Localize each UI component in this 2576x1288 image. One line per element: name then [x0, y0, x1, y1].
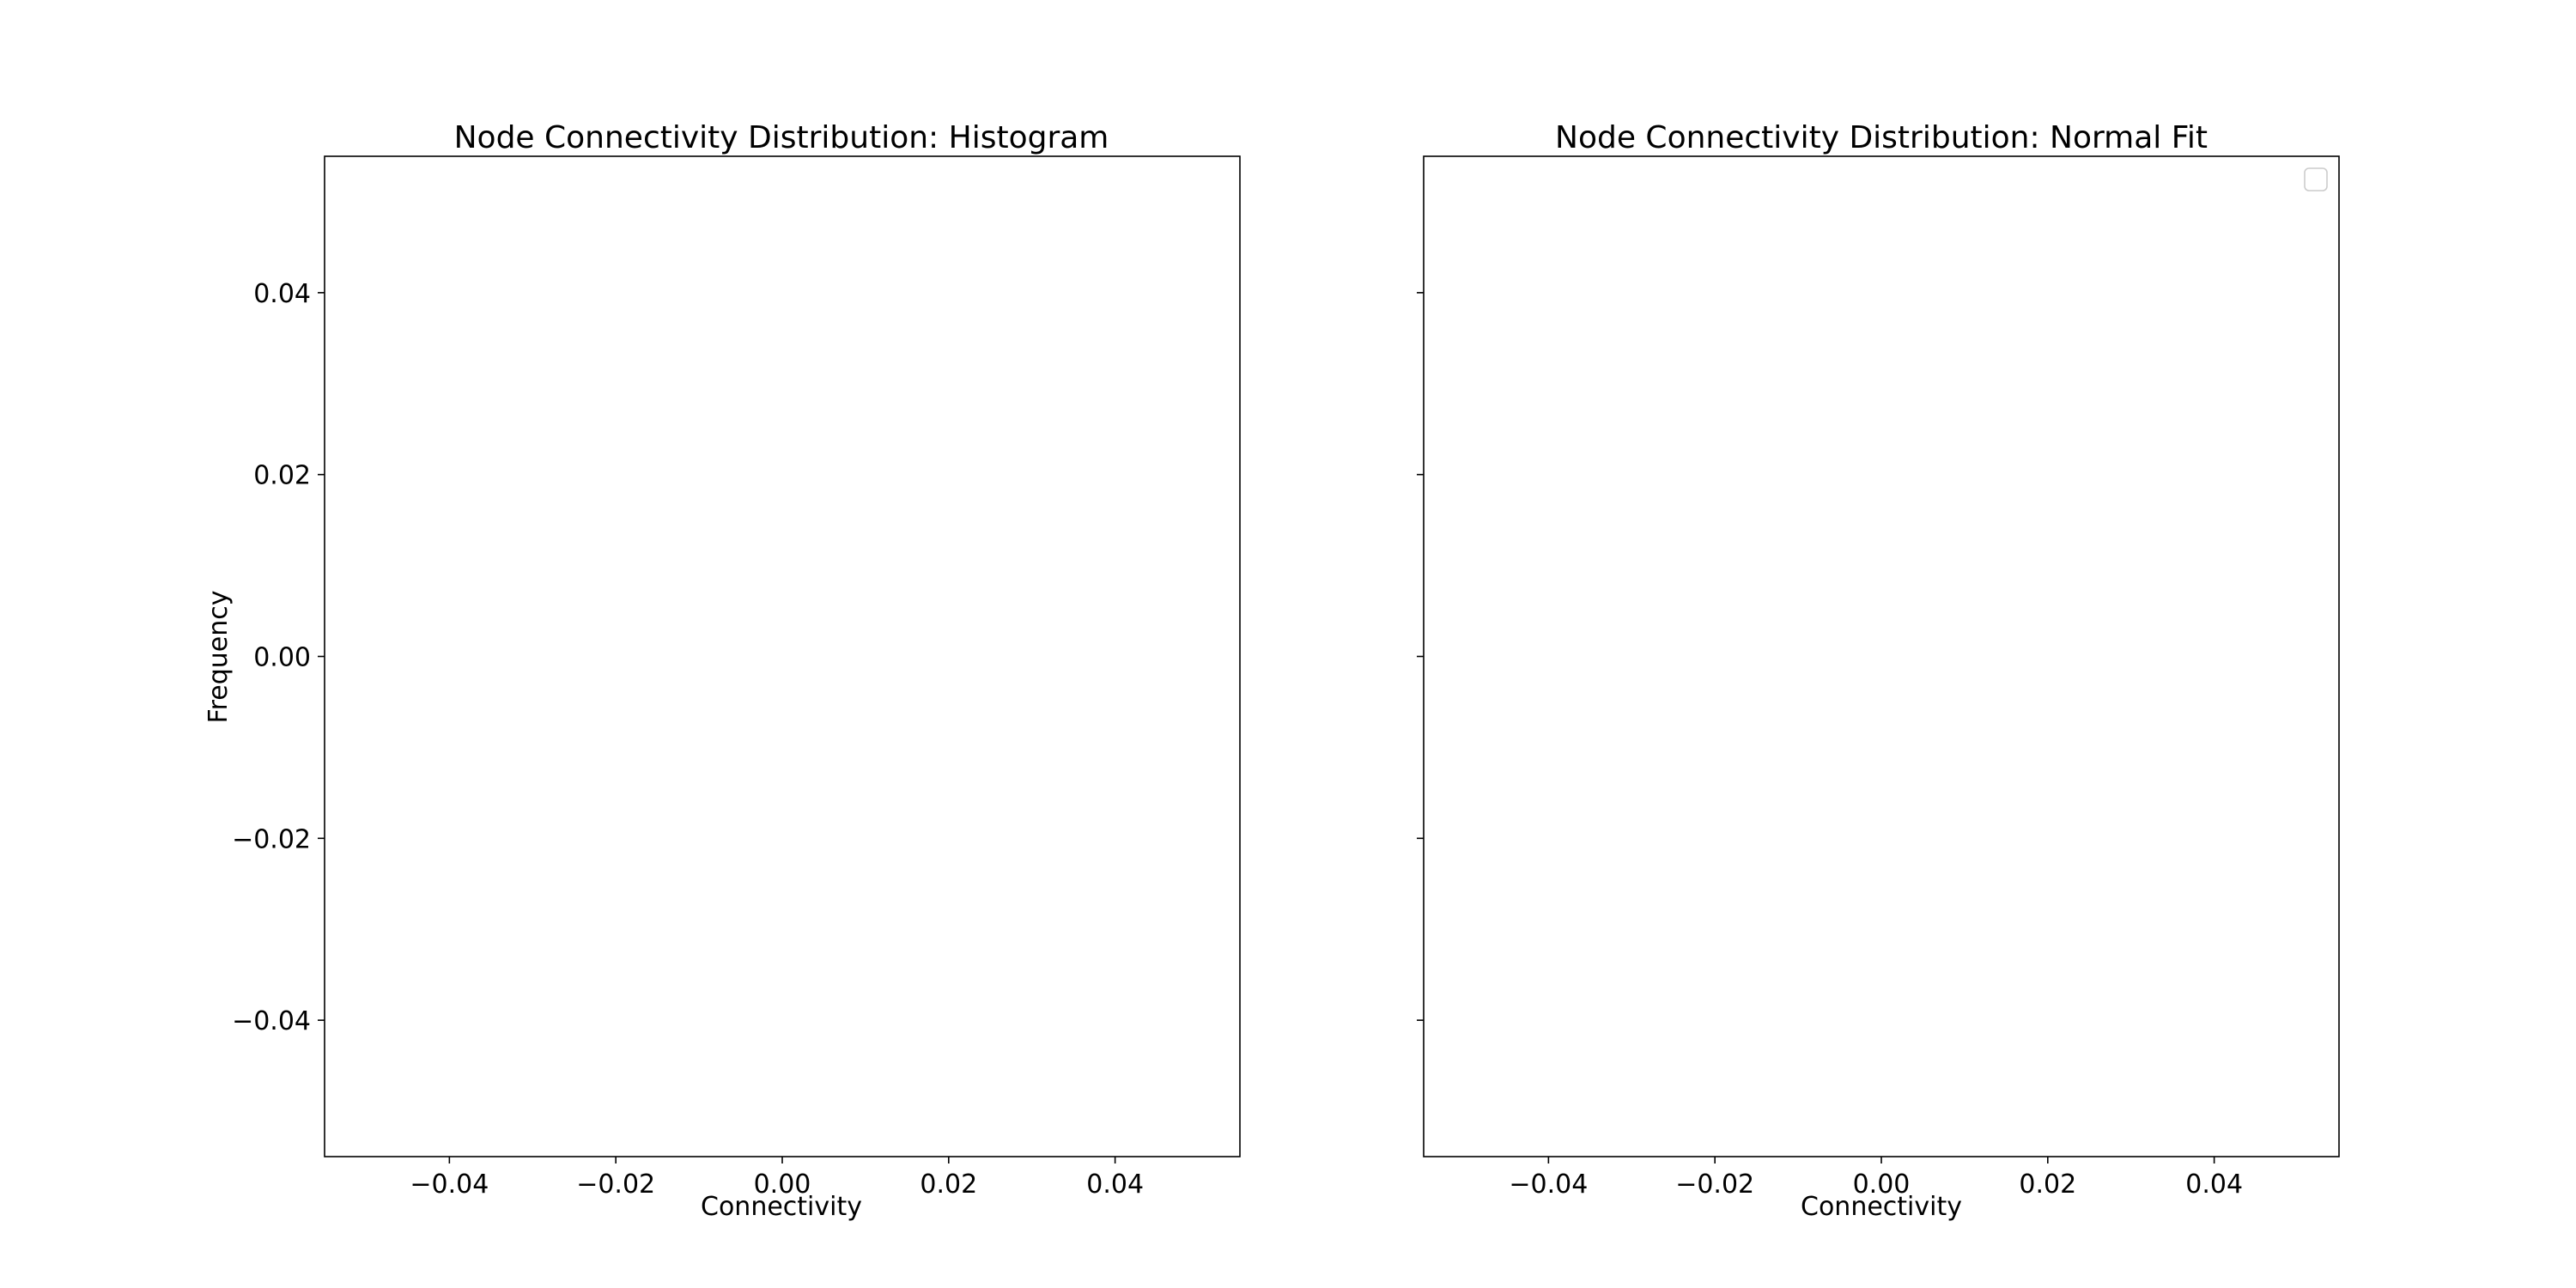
- histogram-x-tick-label: 0.00: [754, 1170, 811, 1200]
- normal-fit-legend: [2304, 167, 2328, 191]
- histogram-y-tick-label: 0.02: [253, 461, 311, 491]
- normal-fit-x-ticks: −0.04 −0.02 0.00 0.02 0.04: [1509, 1157, 2243, 1200]
- histogram-x-tick-label: 0.04: [1086, 1170, 1144, 1200]
- histogram-x-tick-label: 0.02: [920, 1170, 977, 1200]
- normal-fit-chart-title: Node Connectivity Distribution: Normal F…: [1555, 120, 2208, 155]
- histogram-chart: Node Connectivity Distribution: Histogra…: [204, 120, 1241, 1222]
- normal-fit-x-axis-label: Connectivity: [1801, 1192, 1962, 1222]
- normal-fit-x-tick-label: −0.04: [1509, 1170, 1588, 1200]
- normal-fit-chart: Node Connectivity Distribution: Normal F…: [1417, 120, 2340, 1222]
- histogram-x-ticks: −0.04 −0.02 0.00 0.02 0.04: [410, 1157, 1144, 1200]
- histogram-y-tick-label: 0.00: [253, 643, 311, 673]
- normal-fit-x-tick-label: 0.00: [1853, 1170, 1911, 1200]
- histogram-y-ticks: −0.04 −0.02 0.00 0.02 0.04: [232, 279, 325, 1036]
- histogram-x-axis-label: Connectivity: [701, 1192, 862, 1222]
- histogram-chart-title: Node Connectivity Distribution: Histogra…: [454, 120, 1109, 155]
- histogram-y-tick-label: −0.04: [232, 1006, 311, 1036]
- histogram-x-tick-label: −0.02: [576, 1170, 655, 1200]
- normal-fit-x-tick-label: 0.04: [2185, 1170, 2243, 1200]
- histogram-y-tick-label: 0.04: [253, 279, 311, 309]
- normal-fit-x-tick-label: 0.02: [2019, 1170, 2076, 1200]
- histogram-y-tick-label: −0.02: [232, 824, 311, 854]
- histogram-x-tick-label: −0.04: [410, 1170, 489, 1200]
- normal-fit-y-ticks: [1417, 292, 1424, 1021]
- histogram-y-axis-label: Frequency: [204, 591, 234, 724]
- normal-fit-x-tick-label: −0.02: [1675, 1170, 1754, 1200]
